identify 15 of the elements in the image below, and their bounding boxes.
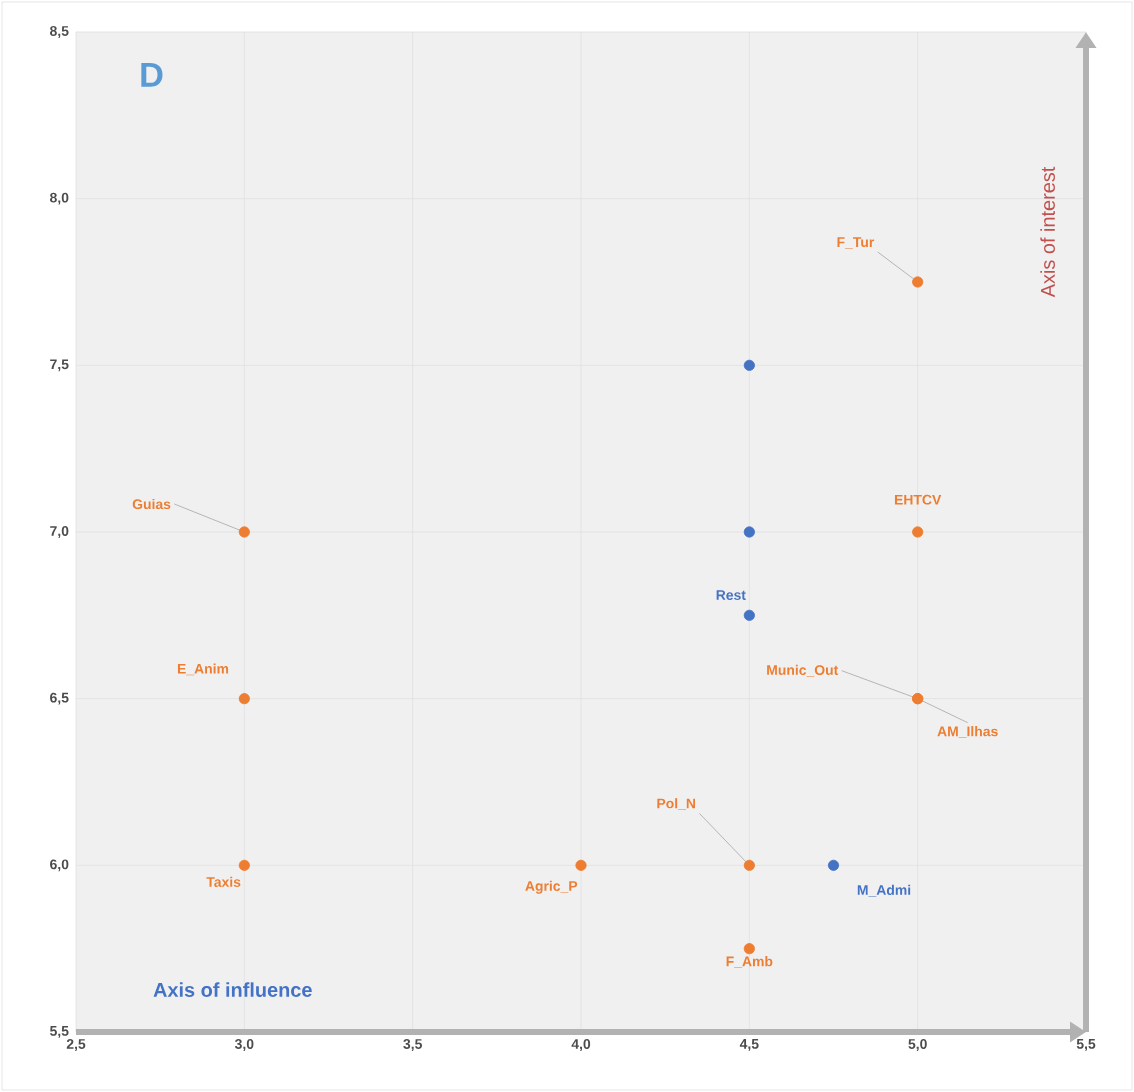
text: D — [141, 63, 163, 87]
point — [912, 276, 924, 288]
point — [743, 609, 755, 621]
point — [912, 526, 924, 538]
point — [827, 859, 840, 871]
point — [743, 859, 755, 871]
point — [238, 693, 250, 705]
point — [743, 359, 755, 371]
point — [575, 859, 587, 871]
point — [238, 859, 250, 871]
point — [743, 943, 755, 955]
x-axis-title: Axis of influence — [153, 982, 312, 997]
point — [238, 526, 250, 538]
point — [743, 526, 755, 538]
y-axis-title: Axis of interest — [1040, 166, 1055, 298]
